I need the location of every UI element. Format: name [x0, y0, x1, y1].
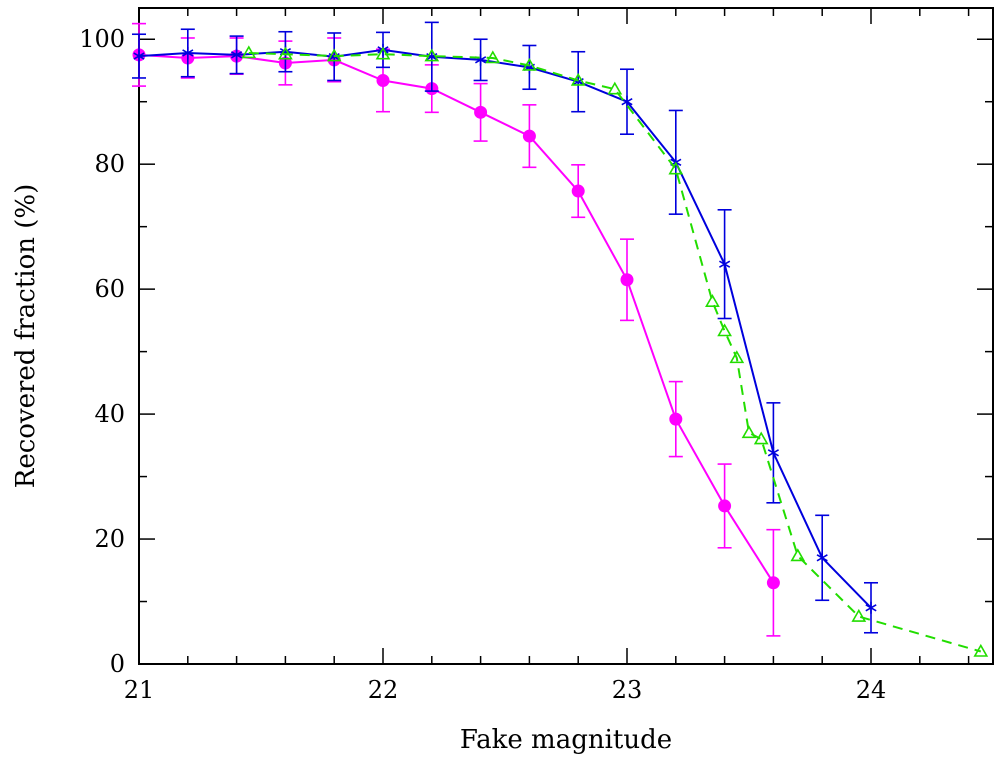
data-point [865, 601, 877, 614]
data-point [766, 576, 780, 590]
data-point [816, 551, 828, 564]
marker-stroke [182, 49, 194, 57]
data-point [570, 72, 586, 86]
marker-stroke [475, 56, 487, 64]
marker-stroke [133, 52, 145, 60]
data-point [973, 643, 989, 657]
data-point [522, 57, 537, 71]
series-line [138, 53, 775, 584]
data-point [522, 129, 536, 143]
data-point [620, 273, 634, 287]
series-3 [241, 45, 989, 657]
data-point [718, 499, 732, 513]
data-point [424, 48, 440, 62]
y-tick-label: 40 [94, 400, 125, 428]
marker-stroke [621, 98, 633, 106]
data-point [474, 105, 488, 119]
marker-stroke [767, 449, 779, 457]
series-line [248, 52, 982, 653]
y-axis-label: Recovered fraction (%) [11, 184, 41, 489]
data-point [326, 48, 342, 62]
tick-labels: 21 22 23 24 0 20 40 60 80 100 [79, 25, 886, 704]
data-point [182, 46, 194, 59]
data-point [717, 323, 732, 337]
series-1 [132, 22, 781, 637]
y-tick-label: 0 [110, 650, 125, 678]
y-tick-label: 100 [79, 25, 125, 53]
marker-stroke [377, 46, 389, 54]
data-point [571, 184, 585, 198]
x-tick-label: 23 [612, 676, 643, 704]
axis-ticks [138, 8, 993, 665]
data-point [719, 258, 731, 271]
data-series [132, 21, 989, 657]
y-tick-label: 80 [94, 150, 125, 178]
data-point [607, 81, 623, 95]
data-point [705, 294, 720, 307]
data-point [375, 46, 391, 60]
series-line [138, 48, 872, 609]
x-axis-label: Fake magnitude [460, 725, 672, 755]
data-point [767, 446, 779, 459]
marker-stroke [719, 260, 731, 268]
x-tick-label: 22 [368, 676, 399, 704]
data-point [278, 46, 293, 60]
data-point [669, 412, 683, 426]
series-2 [132, 21, 878, 634]
data-point [741, 425, 757, 439]
y-tick-label: 20 [94, 525, 125, 553]
data-point [753, 431, 769, 445]
data-point [790, 548, 806, 562]
data-point [377, 43, 389, 56]
data-point [729, 350, 745, 364]
x-tick-label: 24 [856, 676, 887, 704]
data-point [231, 48, 243, 61]
plot-frame [138, 7, 994, 665]
x-tick-label: 21 [124, 676, 155, 704]
marker-stroke [816, 554, 828, 562]
data-point [376, 73, 390, 87]
y-tick-label: 60 [94, 275, 125, 303]
marker-stroke [231, 51, 243, 59]
data-point [241, 45, 257, 59]
marker-stroke [865, 604, 877, 612]
data-point [851, 608, 867, 622]
data-point [668, 161, 684, 175]
data-point [485, 50, 501, 64]
data-point [133, 50, 145, 63]
